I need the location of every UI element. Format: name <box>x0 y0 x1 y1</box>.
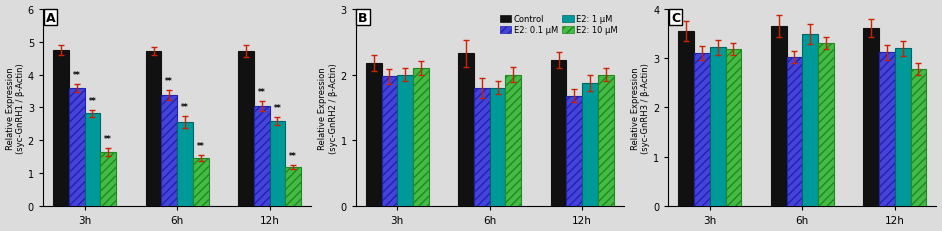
Bar <box>177 123 193 207</box>
Bar <box>895 49 911 207</box>
Text: **: ** <box>73 71 81 80</box>
Text: **: ** <box>258 88 266 97</box>
Bar <box>161 96 177 207</box>
Bar <box>879 53 895 207</box>
Bar <box>365 63 382 207</box>
Text: **: ** <box>181 103 188 112</box>
Text: **: ** <box>105 134 112 143</box>
Text: **: ** <box>166 77 173 86</box>
Text: **: ** <box>273 103 282 112</box>
Text: **: ** <box>197 142 204 151</box>
Bar <box>911 70 926 207</box>
Bar <box>506 75 521 207</box>
Bar <box>238 52 254 207</box>
Bar <box>413 69 429 207</box>
Bar <box>725 50 741 207</box>
Bar <box>710 48 725 207</box>
Bar <box>598 75 613 207</box>
Bar <box>864 29 879 207</box>
Bar <box>458 54 474 207</box>
Bar <box>582 84 598 207</box>
Bar <box>398 75 413 207</box>
Bar <box>69 89 85 207</box>
Text: B: B <box>358 12 367 24</box>
Bar <box>818 44 834 207</box>
Bar <box>566 96 582 207</box>
Legend: Control, E2: 0.1 μM, E2: 1 μM, E2: 10 μM: Control, E2: 0.1 μM, E2: 1 μM, E2: 10 μM <box>498 14 620 36</box>
Bar <box>803 35 818 207</box>
Y-axis label: Relative Expression
(syc-GnRH1 / β-Actin): Relative Expression (syc-GnRH1 / β-Actin… <box>6 63 24 153</box>
Bar <box>551 61 566 207</box>
Bar <box>53 51 69 207</box>
Bar <box>490 88 506 207</box>
Bar <box>694 54 710 207</box>
Text: **: ** <box>89 97 96 106</box>
Y-axis label: Relative Expression
(syc-GnRH2 / β-Actin): Relative Expression (syc-GnRH2 / β-Actin… <box>318 63 337 153</box>
Text: A: A <box>46 12 56 24</box>
Bar <box>146 52 161 207</box>
Text: C: C <box>671 12 680 24</box>
Text: **: ** <box>289 151 297 160</box>
Bar <box>285 167 301 207</box>
Bar <box>254 106 269 207</box>
Bar <box>474 88 490 207</box>
Bar <box>771 27 787 207</box>
Bar <box>101 152 116 207</box>
Bar <box>85 114 101 207</box>
Bar <box>787 58 803 207</box>
Bar <box>193 158 208 207</box>
Y-axis label: Relative Expression
(syc-GnRH3 / β-Actin): Relative Expression (syc-GnRH3 / β-Actin… <box>631 63 650 153</box>
Bar <box>382 77 398 207</box>
Bar <box>269 121 285 207</box>
Bar <box>678 32 694 207</box>
